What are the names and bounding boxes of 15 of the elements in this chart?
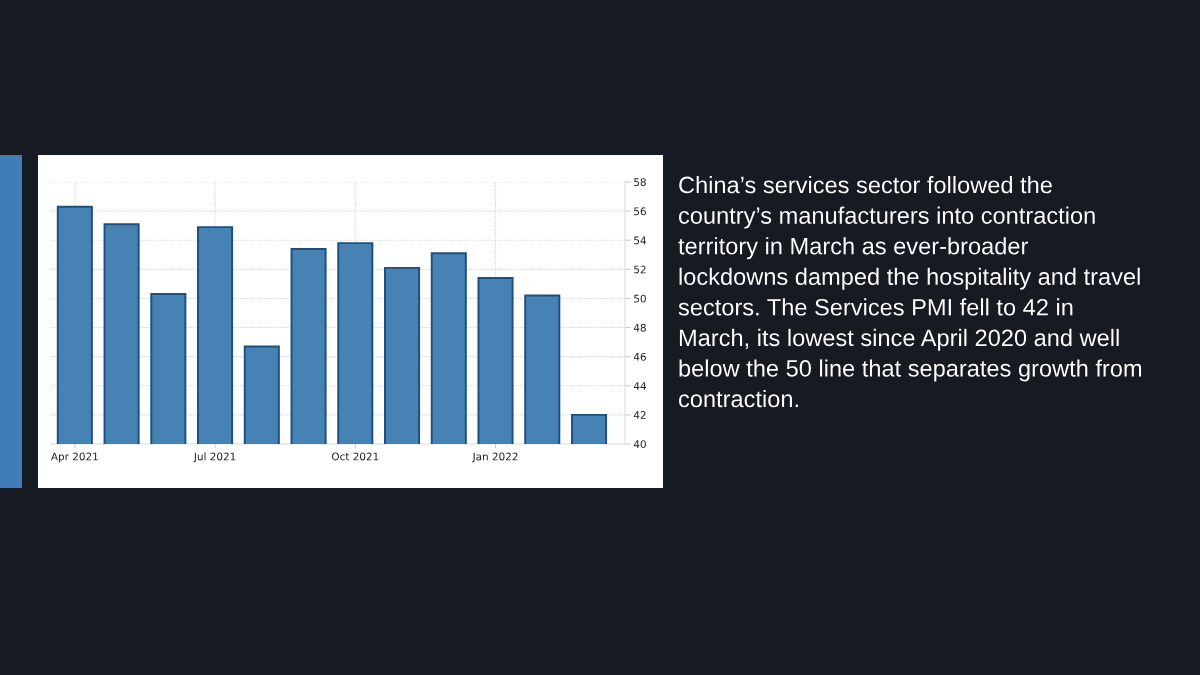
y-tick-label: 40 bbox=[633, 440, 646, 449]
text: China’s services sector followed the country’s manufacturers into contraction territory in March as ever-broader lockdowns damped the hospitality and travel sectors. The Services PMI fell to 42 in March, its lowest since April 2020 and well below the 50 line that separates growth from contraction. bbox=[678, 176, 1142, 408]
x-tick-label: Apr 2021 bbox=[51, 452, 98, 463]
y-tick-label: 50 bbox=[634, 294, 646, 303]
y-tick-label: 58 bbox=[634, 178, 646, 187]
y-tick-label: 56 bbox=[634, 207, 646, 216]
y-tick-label: 44 bbox=[633, 382, 646, 390]
x-tick-label: Oct 2021 bbox=[331, 452, 379, 461]
x-tick-label: Jan 2022 bbox=[472, 452, 518, 463]
y-tick-label: 52 bbox=[634, 265, 646, 274]
y-tick-label: 48 bbox=[633, 323, 646, 332]
y-tick-label: 42 bbox=[633, 411, 646, 419]
x-tick-label: Jul 2021 bbox=[193, 452, 236, 463]
y-tick-label: 46 bbox=[633, 352, 646, 361]
y-tick-label: 54 bbox=[634, 236, 646, 245]
